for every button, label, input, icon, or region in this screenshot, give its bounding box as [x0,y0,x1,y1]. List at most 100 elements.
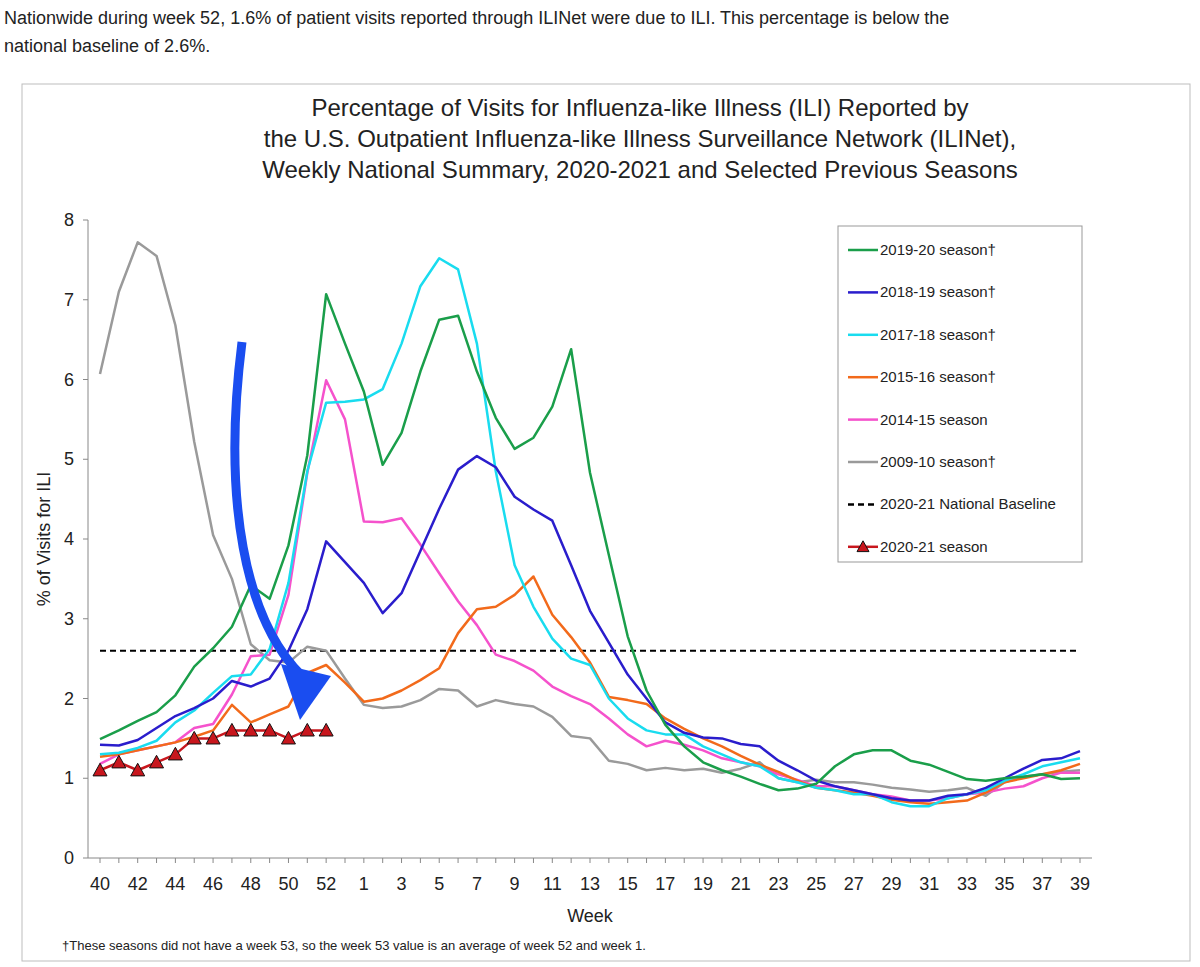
x-tick-label: 42 [128,874,148,894]
y-tick [83,539,88,540]
x-axis-label: Week [567,906,614,926]
x-tick [401,858,402,863]
x-tick [231,858,232,863]
legend-line [848,376,878,379]
title: the U.S. Outpatient Influenza-like Illne… [264,125,1016,152]
marker [319,723,333,736]
legend-label: 2018-19 season† [880,283,996,300]
legend-line [848,249,878,252]
series-line [100,294,1080,790]
legend-label: 2017-18 season† [880,326,996,343]
legend-line [848,291,878,294]
y-axis-label: % of Visits for ILI [34,472,54,607]
legend-label: 2015-16 season† [880,368,996,385]
y-tick-label: 6 [64,370,74,390]
x-tick-label: 37 [1032,874,1052,894]
y-tick [83,698,88,699]
x-tick-label: 48 [241,874,261,894]
x-tick-label: 15 [618,874,638,894]
title: Weekly National Summary, 2020-2021 and S… [262,156,1018,183]
x-tick [382,858,383,863]
marker [244,723,258,736]
x-tick [684,858,685,863]
y-tick [83,379,88,380]
x-tick [420,858,421,863]
x-tick-label: 50 [278,874,298,894]
intro-text: Nationwide during week 52, 1.6% of patie… [4,8,949,28]
x-tick-label: 13 [580,874,600,894]
x-tick-label: 11 [543,874,562,894]
x-tick [721,858,722,863]
y-tick [83,220,88,221]
legend-label: 2019-20 season† [880,241,996,258]
x-tick [363,858,364,863]
x-tick [910,858,911,863]
x-tick [495,858,496,863]
x-tick [627,858,628,863]
x-tick [835,858,836,863]
x-tick [288,858,289,863]
series-line [100,650,1080,652]
chart-frame [22,84,1190,961]
legend-line [848,418,878,421]
x-tick [778,858,779,863]
x-tick [533,858,534,863]
x-tick [307,858,308,863]
legend-box [838,226,1082,562]
x-tick-label: 5 [434,874,444,894]
arrow-head [281,664,331,720]
x-tick [853,858,854,863]
series-line [100,730,326,770]
x-tick [100,858,101,863]
series-line [100,456,1080,801]
x-tick-label: 31 [919,874,939,894]
legend-line [848,503,878,506]
marker [131,763,145,776]
legend-line [848,334,878,337]
x-tick [514,858,515,863]
x-tick [571,858,572,863]
x-tick [608,858,609,863]
x-tick [213,858,214,863]
marker [187,731,201,744]
x-tick [646,858,647,863]
x-tick-label: 29 [882,874,902,894]
marker [263,723,277,736]
legend-line [848,461,878,464]
y-tick-label: 0 [64,848,74,868]
x-tick [816,858,817,863]
x-tick-label: 40 [90,874,110,894]
y-tick-label: 8 [64,210,74,230]
marker [300,723,314,736]
y-tick-label: 5 [64,449,74,469]
legend-label: 2020-21 National Baseline [880,495,1056,512]
x-tick-label: 7 [472,874,482,894]
x-tick-label: 3 [397,874,407,894]
x-tick-label: 39 [1070,874,1090,894]
x-tick [1042,858,1043,863]
y-tick [83,618,88,619]
x-tick-label: 35 [995,874,1015,894]
legend-label: 2014-15 season [880,411,988,428]
y-tick-label: 2 [64,689,74,709]
chart-root: Nationwide during week 52, 1.6% of patie… [0,0,1200,967]
legend-label: 2020-21 season [880,538,988,555]
x-tick [269,858,270,863]
y-tick [83,459,88,460]
marker [168,747,182,760]
x-tick-label: 19 [693,874,713,894]
x-tick-label: 23 [768,874,788,894]
legend-label: 2009-10 season† [880,453,996,470]
x-tick [929,858,930,863]
x-tick [156,858,157,863]
x-tick [552,858,553,863]
x-tick [590,858,591,863]
y-tick-label: 1 [64,768,74,788]
marker [150,755,164,768]
y-tick-label: 4 [64,529,74,549]
marker [225,723,239,736]
x-tick [985,858,986,863]
x-tick [137,858,138,863]
y-tick-label: 3 [64,609,74,629]
x-tick [1004,858,1005,863]
